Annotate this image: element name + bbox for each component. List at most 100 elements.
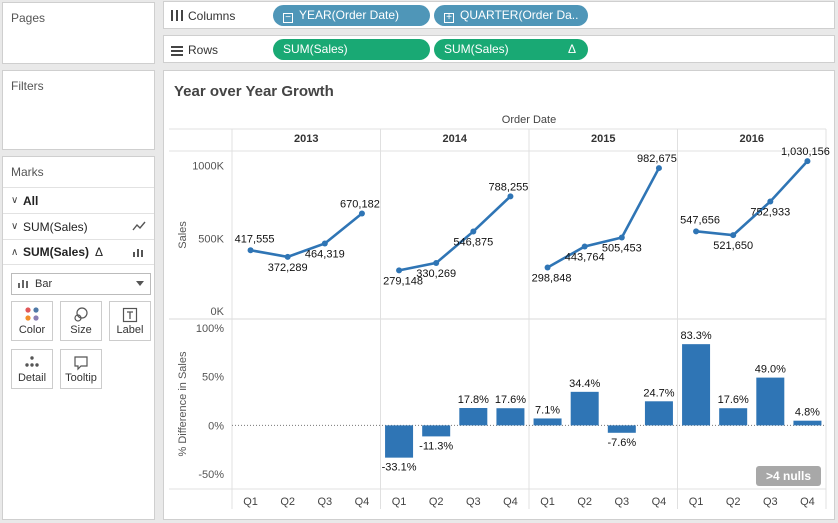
y-tick-label: -50% (198, 469, 224, 481)
detail-card[interactable]: Detail (11, 349, 53, 389)
x-tick-label: Q2 (429, 496, 444, 508)
marks-panel: Marks ∨ All ∨ SUM(Sales) ∧ SUM(Sales) Δ … (2, 156, 155, 520)
growth-bar (719, 408, 748, 426)
growth-data-label: 24.7% (643, 387, 674, 399)
x-tick-label: Q3 (614, 496, 629, 508)
x-tick-label: Q3 (763, 496, 778, 508)
sales-line-2014 (398, 195, 512, 272)
x-tick-label: Q2 (726, 496, 741, 508)
growth-bar (459, 408, 488, 426)
growth-data-label: -33.1% (382, 462, 417, 474)
growth-bar (793, 420, 822, 426)
x-tick-label: Q4 (800, 496, 815, 508)
sales-point (767, 198, 774, 205)
chevron-down-icon: ∨ (11, 221, 19, 232)
sales-data-label: 1,030,156 (781, 146, 830, 158)
sales-line-2013 (250, 212, 363, 259)
growth-data-label: 4.8% (795, 407, 820, 419)
detail-icon (12, 350, 52, 372)
sales-data-label: 982,675 (637, 153, 677, 165)
marks-row-label: SUM(Sales) (23, 245, 90, 259)
bar-mark-icon (132, 246, 146, 261)
year-header: 2016 (740, 133, 764, 145)
year-order-date-pill[interactable]: − YEAR(Order Date) (273, 5, 430, 26)
growth-bar (385, 425, 414, 458)
color-icon (12, 302, 52, 324)
chevron-up-icon: ∧ (11, 246, 19, 258)
sales-point (321, 240, 328, 247)
growth-data-label: 17.6% (495, 394, 526, 406)
quarter-order-date-pill[interactable]: + QUARTER(Order Da.. (434, 5, 588, 26)
sales-data-label: 443,764 (565, 251, 605, 263)
size-card[interactable]: Size (60, 301, 102, 341)
columns-shelf[interactable]: Columns − YEAR(Order Date) + QUARTER(Order… (163, 1, 835, 29)
size-card-label: Size (70, 324, 92, 336)
y-axis-label: Sales (177, 221, 189, 249)
collapse-icon: − (283, 13, 293, 23)
sum-sales-delta-pill[interactable]: SUM(Sales) Δ (434, 39, 588, 60)
detail-card-label: Detail (17, 372, 47, 384)
marks-title: Marks (11, 165, 44, 179)
viz-area: Year over Year Growth Order Date 2013 2014… (163, 70, 835, 520)
marks-row-label: All (23, 193, 39, 208)
marks-row-sum-sales-bar[interactable]: ∧ SUM(Sales) Δ (3, 239, 154, 265)
x-tick-label: Q4 (652, 496, 667, 508)
sales-point (544, 264, 551, 271)
mark-type-value: Bar (35, 278, 53, 290)
filters-panel[interactable]: Filters (2, 70, 155, 150)
sales-point (470, 228, 477, 235)
growth-bar (644, 401, 673, 426)
growth-data-label: 34.4% (569, 378, 600, 390)
growth-bar (607, 425, 636, 433)
sales-data-label: 752,933 (750, 206, 790, 218)
sales-point (581, 243, 588, 250)
y-tick-label: 0% (208, 420, 224, 432)
growth-bar (533, 418, 562, 426)
year-header: 2013 (294, 133, 318, 145)
sales-point (358, 210, 365, 217)
pages-panel[interactable]: Pages (2, 2, 155, 64)
sales-data-label: 417,555 (235, 233, 275, 245)
growth-data-label: 17.6% (718, 394, 749, 406)
pages-title: Pages (11, 11, 46, 25)
growth-data-label: 7.1% (535, 404, 560, 416)
sales-data-label: 298,848 (532, 273, 572, 285)
rows-label: Rows (188, 43, 219, 57)
filters-title: Filters (11, 79, 44, 93)
mark-type-dropdown[interactable]: Bar (11, 273, 151, 295)
x-tick-label: Q3 (317, 496, 332, 508)
pill-label: QUARTER(Order Da.. (460, 8, 579, 22)
sales-point (433, 259, 440, 266)
marks-row-all[interactable]: ∨ All (3, 187, 154, 213)
y-axis-label: % Difference in Sales (177, 351, 189, 456)
sales-point (396, 267, 403, 274)
label-card[interactable]: Label (109, 301, 151, 341)
sum-sales-pill[interactable]: SUM(Sales) (273, 39, 430, 60)
sales-point (284, 253, 291, 260)
x-tick-label: Q2 (280, 496, 295, 508)
color-card[interactable]: Color (11, 301, 53, 341)
marks-row-sum-sales-line[interactable]: ∨ SUM(Sales) (3, 213, 154, 239)
rows-shelf[interactable]: Rows SUM(Sales) SUM(Sales) Δ (163, 35, 835, 63)
growth-data-label: 83.3% (680, 330, 711, 342)
sales-data-label: 788,255 (489, 181, 529, 193)
tooltip-card[interactable]: Tooltip (60, 349, 102, 389)
growth-bar (422, 425, 451, 437)
growth-data-label: 17.8% (458, 394, 489, 406)
growth-data-label: 49.0% (755, 364, 786, 376)
sales-data-label: 330,269 (416, 268, 456, 280)
marks-row-label: SUM(Sales) (23, 219, 88, 234)
y-tick-label: 0K (211, 306, 225, 318)
sales-line-2016 (695, 160, 809, 237)
sales-data-label: 547,656 (680, 214, 720, 226)
label-card-label: Label (116, 324, 144, 336)
pill-label: YEAR(Order Date) (299, 8, 400, 22)
growth-data-label: -11.3% (419, 440, 453, 452)
rows-icon (171, 45, 183, 59)
year-over-year-chart: Order Date 2013 2014 2015 2016 0K 500K 1000K Sal… (169, 114, 830, 509)
sales-data-label: 670,182 (340, 199, 380, 211)
x-tick-label: Q4 (355, 496, 370, 508)
pill-label: SUM(Sales) (444, 42, 509, 56)
pill-label: SUM(Sales) (283, 42, 348, 56)
size-icon (61, 302, 101, 324)
